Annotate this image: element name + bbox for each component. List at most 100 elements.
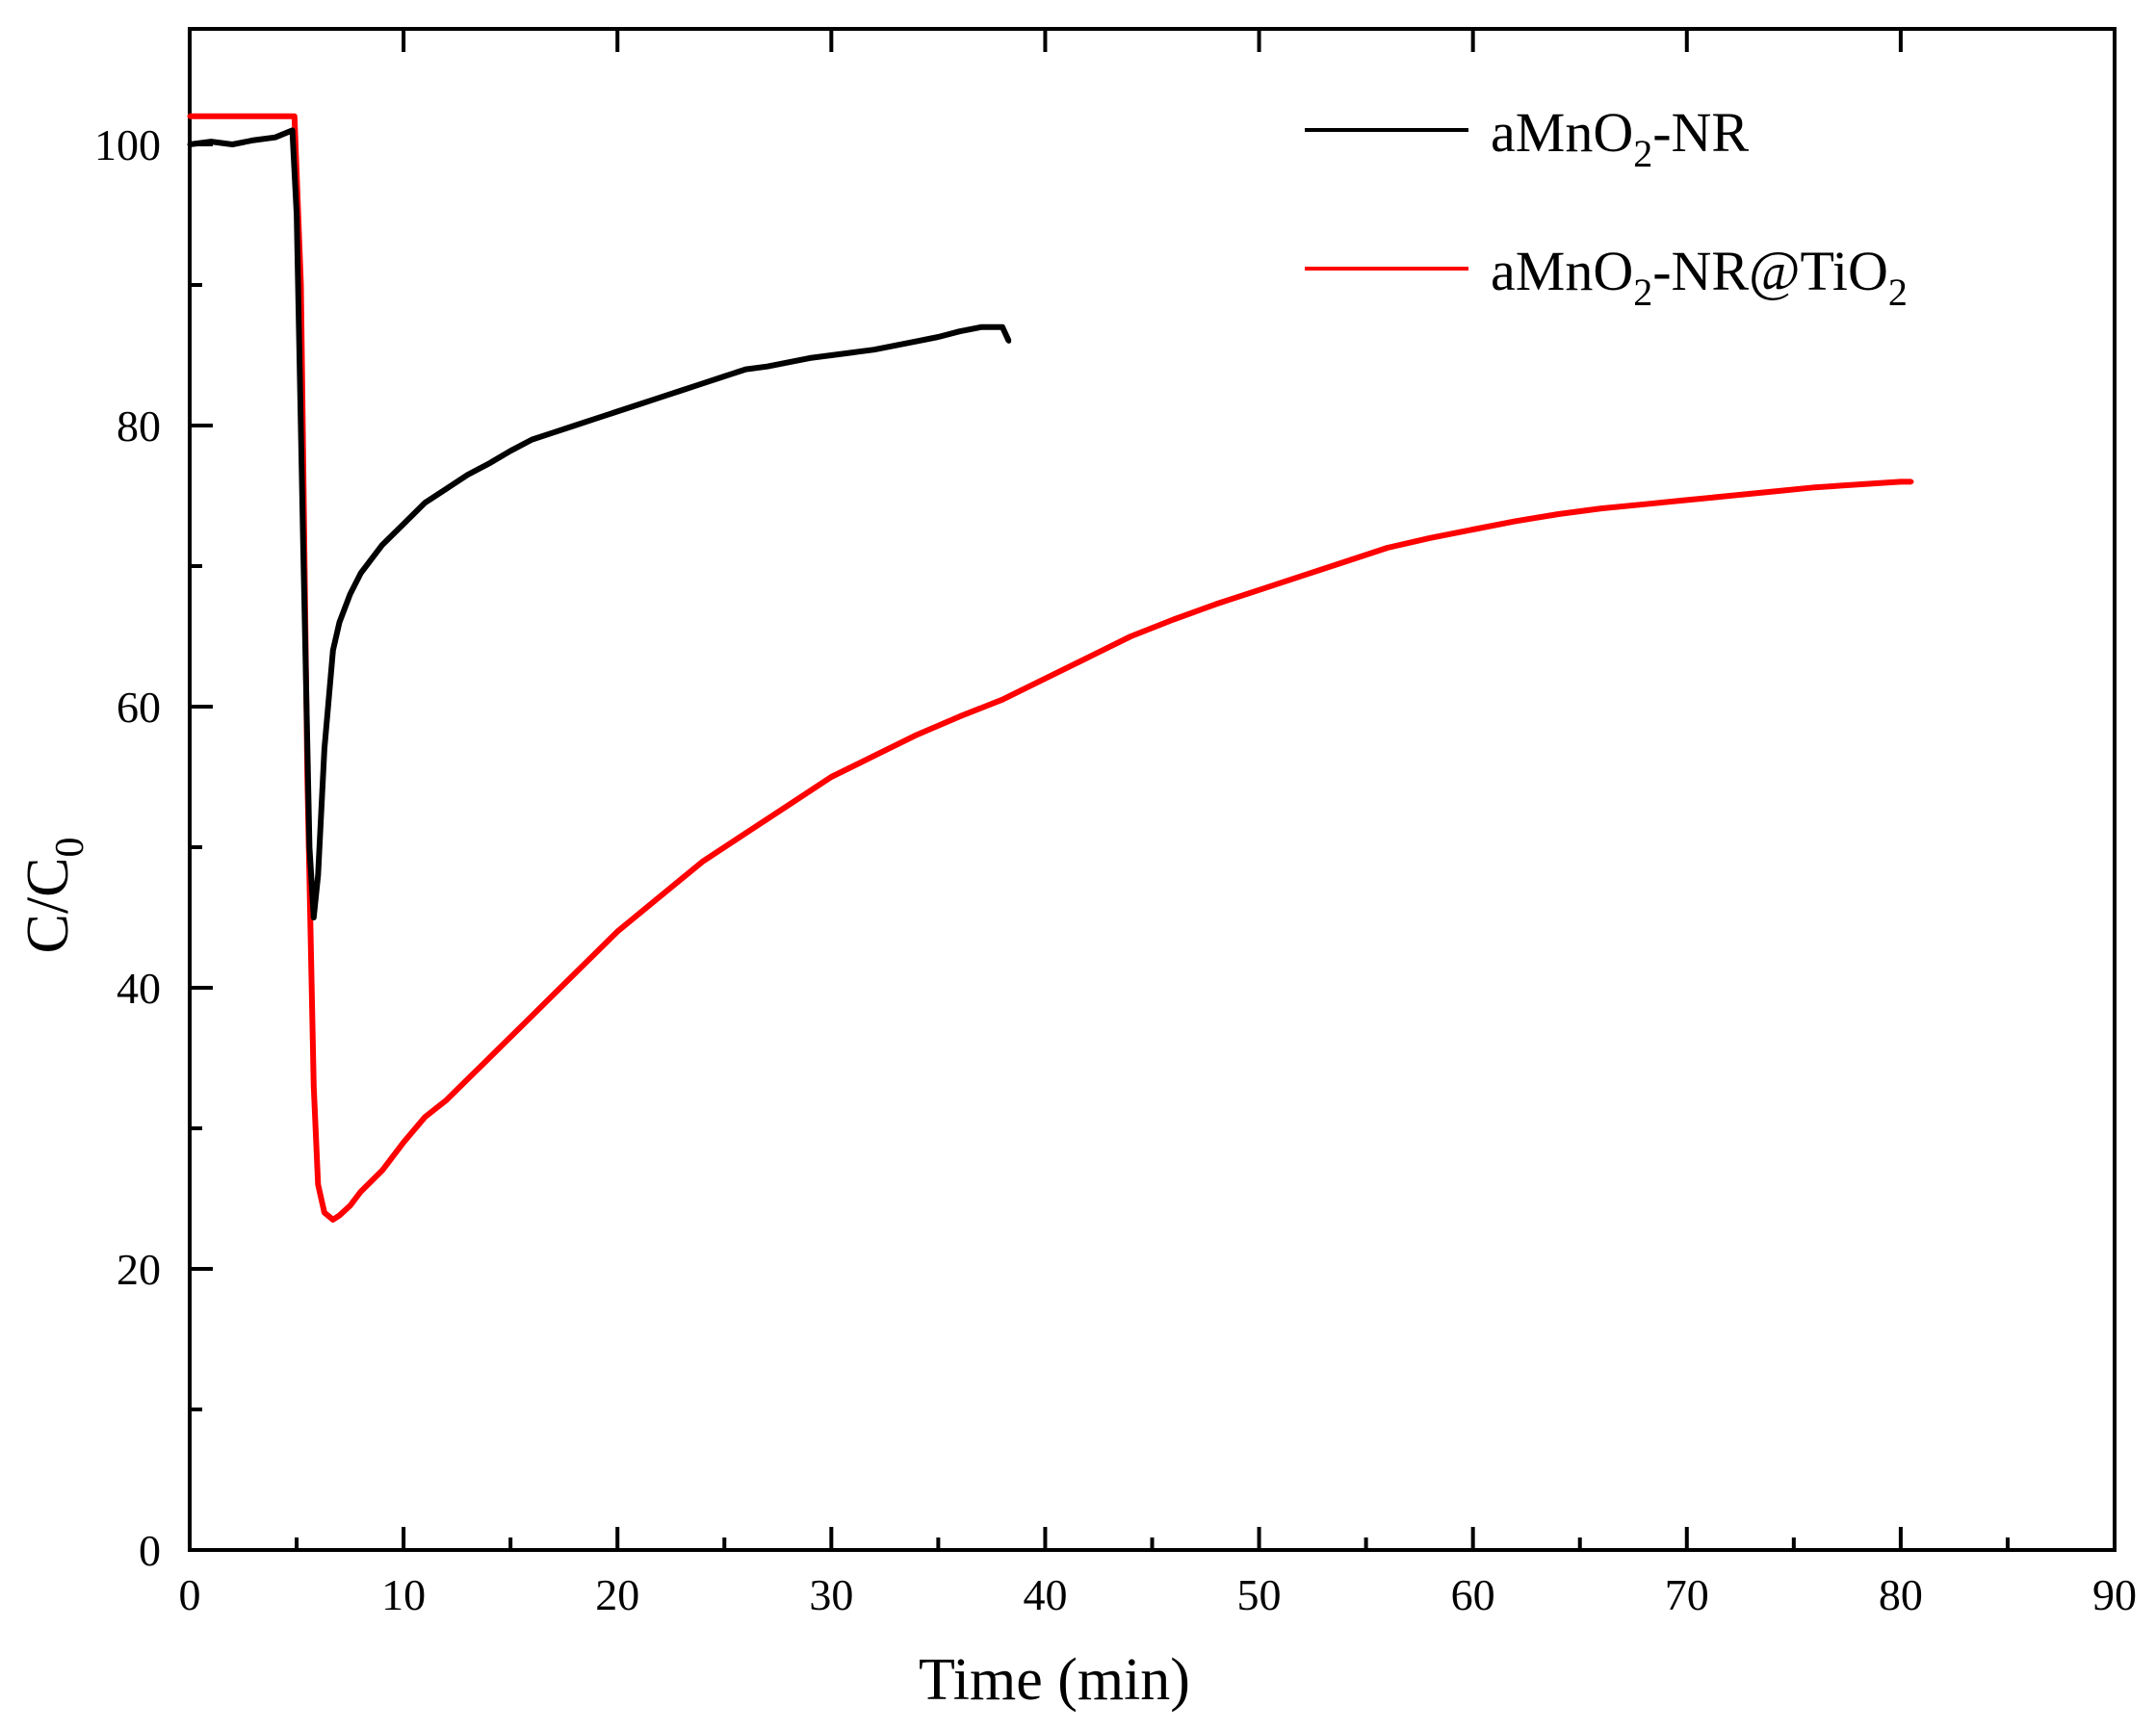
data-point xyxy=(1556,511,1562,517)
data-point xyxy=(369,556,375,562)
data-point xyxy=(742,830,748,836)
data-point xyxy=(1257,587,1262,593)
series-amno2-nr-tio2 xyxy=(187,113,1914,1223)
data-point xyxy=(721,374,727,379)
data-point xyxy=(1000,324,1005,330)
data-point xyxy=(1427,535,1433,541)
data-point xyxy=(700,380,706,386)
data-point xyxy=(422,500,428,505)
data-point xyxy=(871,753,877,759)
data-point xyxy=(935,334,941,340)
y-tick-label: 80 xyxy=(117,401,161,451)
data-point xyxy=(306,844,312,850)
data-point xyxy=(551,429,557,435)
data-point xyxy=(786,359,792,365)
data-point xyxy=(1385,545,1390,551)
data-point xyxy=(1128,633,1133,639)
data-point xyxy=(330,648,336,654)
data-point xyxy=(614,408,620,414)
data-point xyxy=(465,472,471,478)
data-point xyxy=(465,1076,471,1082)
data-point xyxy=(379,1168,385,1174)
x-tick-label: 90 xyxy=(2092,1570,2137,1619)
data-point xyxy=(1299,573,1305,579)
data-point xyxy=(679,388,685,393)
data-point xyxy=(444,1098,450,1103)
data-point xyxy=(700,859,706,865)
data-point xyxy=(551,992,557,997)
data-point xyxy=(742,367,748,373)
data-point xyxy=(572,423,578,428)
data-point xyxy=(444,486,450,492)
data-point xyxy=(187,142,193,147)
data-point xyxy=(1042,676,1048,682)
data-point xyxy=(957,328,963,334)
data-point xyxy=(422,1114,428,1120)
data-point xyxy=(1641,502,1647,507)
data-point xyxy=(348,1202,353,1208)
data-point xyxy=(850,349,856,355)
data-point xyxy=(229,142,235,147)
data-point xyxy=(614,929,620,935)
data-point xyxy=(1341,559,1347,565)
data-point xyxy=(315,872,321,878)
x-tick-label: 0 xyxy=(179,1570,201,1619)
data-point xyxy=(593,950,599,955)
data-point xyxy=(1171,616,1177,622)
series-line xyxy=(189,127,1012,920)
legend-label-amno2-nr-tio2: aMnO2-NR@TiO2 xyxy=(1491,240,1908,314)
x-tick-label: 50 xyxy=(1237,1570,1282,1619)
data-point xyxy=(401,521,406,527)
x-tick-label: 40 xyxy=(1023,1570,1067,1619)
x-tick-label: 70 xyxy=(1665,1570,1709,1619)
data-point xyxy=(1598,505,1604,511)
y-tick-label: 20 xyxy=(117,1245,161,1294)
data-point xyxy=(765,364,770,370)
data-point xyxy=(636,401,641,407)
data-point xyxy=(1006,338,1012,344)
data-point xyxy=(1470,527,1476,532)
data-point xyxy=(593,416,599,422)
y-tick-label: 100 xyxy=(94,120,161,169)
data-point xyxy=(1000,697,1005,703)
data-point xyxy=(330,1217,336,1223)
data-point xyxy=(311,915,317,920)
data-point xyxy=(322,746,327,752)
data-point xyxy=(786,802,792,808)
x-axis-title: Time (min) xyxy=(919,1647,1190,1713)
data-point xyxy=(572,970,578,976)
x-tick-label: 60 xyxy=(1451,1570,1495,1619)
data-point xyxy=(1898,478,1904,484)
legend-label-amno2-nr: aMnO2-NR xyxy=(1491,101,1749,175)
x-tick-label: 20 xyxy=(595,1570,639,1619)
x-tick-label: 30 xyxy=(809,1570,853,1619)
data-point xyxy=(1213,601,1219,607)
data-point xyxy=(658,893,663,899)
data-point xyxy=(486,460,492,466)
data-point xyxy=(294,212,299,218)
y-tick-label: 60 xyxy=(117,683,161,732)
data-point xyxy=(315,1181,321,1187)
x-tick-label: 10 xyxy=(381,1570,426,1619)
y-axis-title: C/C0 xyxy=(15,838,92,954)
data-point xyxy=(1684,497,1690,503)
data-point xyxy=(658,395,663,400)
data-point xyxy=(273,114,278,119)
data-point xyxy=(1812,484,1818,490)
data-point xyxy=(1855,481,1860,487)
data-point xyxy=(893,343,898,349)
data-point xyxy=(401,1140,406,1146)
data-point xyxy=(807,355,813,361)
data-point xyxy=(507,448,513,453)
y-tick-label: 0 xyxy=(139,1526,161,1575)
data-point xyxy=(507,1034,513,1040)
data-point xyxy=(871,347,877,352)
data-point xyxy=(229,114,235,119)
data-point xyxy=(828,774,834,780)
y-tick-label: 40 xyxy=(117,964,161,1013)
data-point xyxy=(273,135,278,141)
data-point xyxy=(1727,493,1732,499)
data-point xyxy=(529,1013,534,1019)
